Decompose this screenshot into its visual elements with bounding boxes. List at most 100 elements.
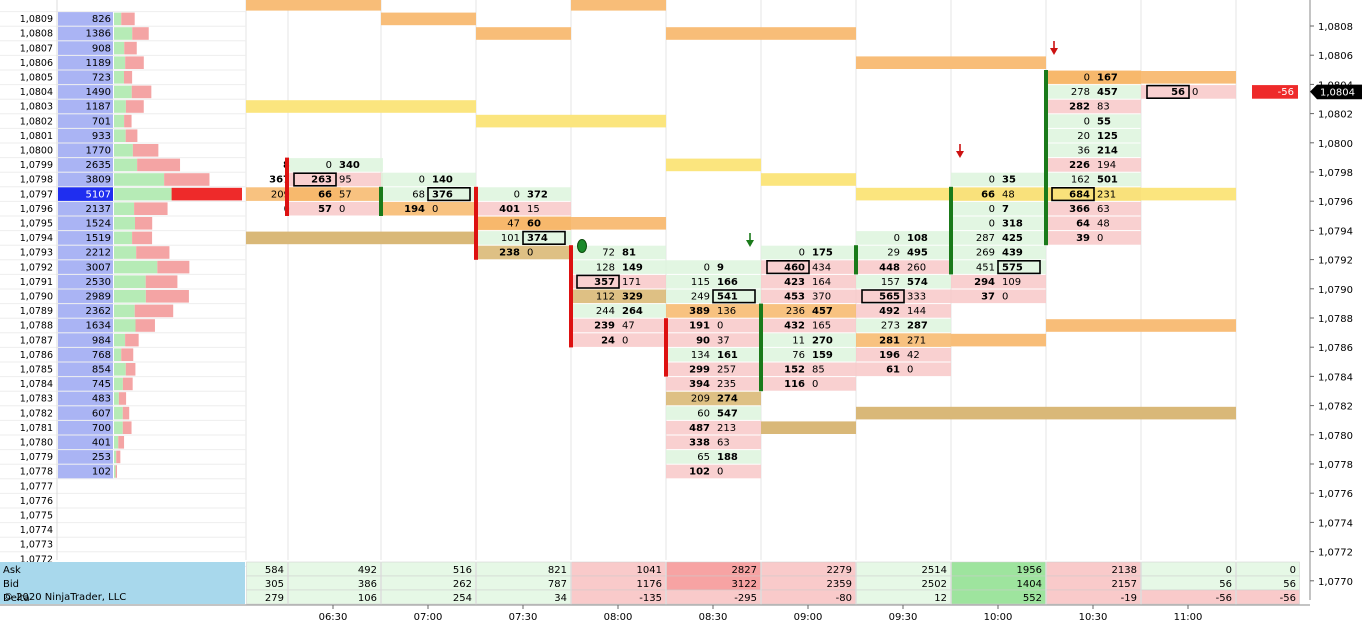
footprint-cell-bg (951, 172, 1046, 187)
footprint-cell-bg (761, 347, 856, 362)
profile-volume-cell (58, 362, 113, 377)
footprint-ask-value: 434 (812, 262, 831, 273)
footprint-ask-value: 48 (1097, 219, 1110, 230)
profile-volume-value: 1634 (86, 321, 111, 332)
price-axis-label: 1,0784 (1318, 372, 1353, 383)
footprint-cell-bg (951, 216, 1046, 231)
footprint-imbalance-box (576, 274, 620, 289)
summary-value-cell (1236, 589, 1300, 605)
profile-price-label: 1,0792 (20, 262, 53, 273)
footprint-cell-bg (288, 187, 383, 201)
profile-volume-value: 1386 (86, 29, 111, 40)
footprint-cell-bg (1046, 172, 1141, 187)
footprint-bid-value: 65 (697, 452, 710, 463)
footprint-cell-bg (666, 318, 761, 333)
footprint-bid-value: 448 (879, 262, 900, 273)
profile-bid-bar (135, 217, 153, 230)
profile-volume-cell (58, 260, 113, 274)
footprint-cell-bg (951, 274, 1046, 289)
profile-ask-bar (114, 290, 146, 303)
footprint-bid-value: 0 (989, 204, 995, 215)
profile-bid-bar (145, 275, 178, 288)
footprint-bid-value: 238 (499, 248, 520, 259)
footprint-ask-value: 264 (622, 306, 643, 317)
profile-volume-value: 700 (92, 423, 111, 434)
footprint-cell-bg (666, 347, 761, 362)
candle-bar (854, 245, 858, 275)
price-axis-label: 1,0782 (1318, 402, 1353, 413)
profile-volume-value: 933 (92, 131, 111, 142)
footprint-ask-value: 271 (907, 335, 926, 346)
footprint-bid-value: 244 (596, 306, 615, 317)
profile-price-label: 1,0778 (20, 467, 53, 478)
footprint-ask-value: 149 (622, 262, 643, 273)
profile-price-label: 1,0798 (20, 175, 53, 186)
footprint-bid-value: 239 (594, 321, 615, 332)
footprint-bid-value: 209 (691, 394, 710, 405)
footprint-cell-bg (856, 304, 951, 318)
profile-bid-bar (118, 392, 127, 405)
price-axis-label: 1,0806 (1318, 51, 1353, 62)
footprint-ask-value: 318 (1002, 219, 1023, 230)
footprint-cell-bg (381, 172, 476, 187)
profile-ask-bar (114, 231, 133, 245)
profile-bid-bar (132, 27, 149, 40)
profile-volume-value: 2635 (86, 160, 111, 171)
summary-value: 2827 (732, 565, 757, 576)
footprint-cell-bg (951, 187, 1046, 201)
footprint-bid-value: 209 (271, 189, 290, 200)
footprint-bid-value: 0 (704, 262, 710, 273)
footprint-cell-bg (761, 333, 856, 347)
profile-volume-cell (58, 245, 113, 260)
profile-bid-bar (122, 406, 130, 420)
footprint-ask-value: 85 (812, 365, 825, 376)
price-axis-label: 1,0796 (1318, 197, 1353, 208)
footprint-cell-bg (666, 260, 761, 274)
profile-price-label: 1,0807 (20, 43, 53, 54)
footprint-ask-value: 0 (907, 365, 913, 376)
footprint-cell-bg (761, 318, 856, 333)
footprint-cell-bg (1046, 231, 1141, 245)
footprint-bid-value: 249 (691, 292, 710, 303)
profile-volume-cell (58, 158, 113, 172)
profile-price-label: 1,0787 (20, 335, 53, 346)
price-axis-label: 1,0808 (1318, 22, 1353, 33)
footprint-cell-bg (856, 245, 951, 260)
profile-volume-cell (58, 26, 113, 41)
footprint-bid-value: 162 (1071, 175, 1090, 186)
footprint-ask-value: 159 (812, 350, 833, 361)
footprint-ask-value: 0 (432, 204, 438, 215)
footprint-cell-bg (666, 274, 761, 289)
time-axis-label: 10:00 (984, 612, 1013, 623)
profile-volume-cell (58, 70, 113, 85)
footprint-bid-value: 39 (1076, 233, 1090, 244)
profile-price-label: 1,0802 (20, 116, 53, 127)
profile-price-label: 1,0789 (20, 306, 53, 317)
profile-ask-bar (114, 392, 119, 405)
profile-price-label: 1,0805 (20, 73, 53, 84)
footprint-ask-value: 274 (717, 394, 738, 405)
profile-ask-bar (114, 275, 146, 288)
footprint-ask-value: 144 (907, 306, 926, 317)
footprint-ask-value: 0 (1002, 292, 1008, 303)
footprint-cell-bg (571, 289, 666, 304)
profile-bid-bar (116, 450, 121, 464)
profile-ask-bar (114, 144, 133, 157)
profile-bid-bar (137, 158, 181, 172)
profile-volume-value: 908 (92, 43, 111, 54)
profile-volume-cell (58, 435, 113, 450)
footprint-cell-bg (951, 245, 1046, 260)
profile-volume-cell (58, 85, 113, 99)
footprint-ask-value: 167 (1097, 73, 1118, 84)
profile-price-label: 1,0779 (20, 452, 53, 463)
footprint-cell-bg (951, 201, 1046, 216)
footprint-bid-value: 294 (974, 277, 995, 288)
profile-volume-value: 1187 (86, 102, 111, 113)
profile-volume-value: 1490 (86, 87, 111, 98)
profile-volume-value: 253 (92, 452, 111, 463)
price-axis-label: 1,0786 (1318, 343, 1353, 354)
zone-band (381, 12, 476, 26)
profile-price-label: 1,0799 (20, 160, 53, 171)
footprint-ask-value: 161 (717, 350, 738, 361)
